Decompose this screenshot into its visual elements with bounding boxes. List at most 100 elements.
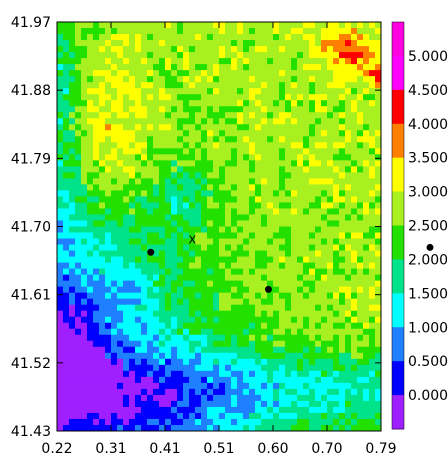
field-cell [207,244,214,252]
field-cell [219,370,226,378]
field-cell [267,244,274,252]
field-cell [375,208,381,216]
field-cell [225,280,232,288]
field-cell [327,178,334,185]
field-cell [117,406,124,414]
field-cell [213,166,220,173]
marker-x: X [189,233,197,246]
field-cell [75,124,82,131]
field-cell [363,88,370,95]
field-cell [273,220,280,228]
field-cell [333,418,340,426]
field-cell [225,34,232,41]
field-cell [195,220,202,228]
field-cell [165,40,172,47]
field-cell [105,412,112,420]
field-cell [315,154,322,161]
field-cell [57,100,64,107]
field-cell [309,334,316,342]
field-cell [123,190,130,198]
field-cell [291,334,298,342]
field-cell [75,376,82,384]
field-cell [351,406,358,414]
field-cell [357,178,364,185]
field-cell [195,382,202,390]
field-cell [105,136,112,143]
field-cell [297,370,304,378]
field-cell [339,244,346,252]
field-cell [141,82,148,89]
field-cell [75,34,82,41]
field-cell [309,166,316,173]
field-cell [93,244,100,252]
field-cell [369,298,376,306]
field-cell [213,418,220,426]
field-cell [141,286,148,294]
markers: X [147,233,272,293]
field-cell [357,106,364,113]
field-cell [327,154,334,161]
field-cell [267,190,274,198]
field-cell [75,148,82,155]
field-cell [363,184,370,192]
field-cell [69,76,76,83]
field-cell [357,40,364,47]
field-cell [201,292,208,300]
field-cell [249,250,256,258]
field-cell [279,214,286,222]
field-cell [315,196,322,204]
field-cell [231,148,238,155]
field-cell [87,400,94,408]
field-cell [285,406,292,414]
field-cell [321,118,328,125]
field-cell [243,316,250,324]
field-cell [159,130,166,137]
field-cell [93,64,100,71]
field-cell [111,328,118,336]
field-cell [315,292,322,300]
field-cell [75,142,82,149]
field-cell [195,316,202,324]
field-cell [363,310,370,318]
field-cell [255,160,262,167]
field-cell [243,220,250,228]
field-cell [363,148,370,155]
field-cell [147,166,154,173]
field-cell [267,328,274,336]
field-cell [141,40,148,47]
field-cell [117,64,124,71]
field-cell [291,298,298,306]
field-cell [129,334,136,342]
field-cell [213,250,220,258]
field-cell [165,112,172,119]
field-cell [135,232,142,240]
field-cell [237,142,244,149]
field-cell [129,298,136,306]
field-cell [369,244,376,252]
field-cell [189,202,196,210]
field-cell [243,250,250,258]
field-cell [237,160,244,167]
field-cell [207,166,214,173]
field-cell [69,262,76,270]
field-cell [231,370,238,378]
field-cell [369,424,376,431]
field-cell [297,298,304,306]
field-cell [357,190,364,198]
field-cell [303,112,310,119]
field-cell [279,418,286,426]
field-cell [357,70,364,77]
field-cell [153,376,160,384]
field-cell [135,376,142,384]
field-cell [309,340,316,348]
field-cell [255,376,262,384]
field-cell [123,298,130,306]
field-cell [255,256,262,264]
field-cell [243,256,250,264]
field-cell [171,394,178,402]
field-cell [183,190,190,198]
field-cell [123,214,130,222]
field-cell [213,388,220,396]
field-cell [279,310,286,318]
field-cell [279,298,286,306]
